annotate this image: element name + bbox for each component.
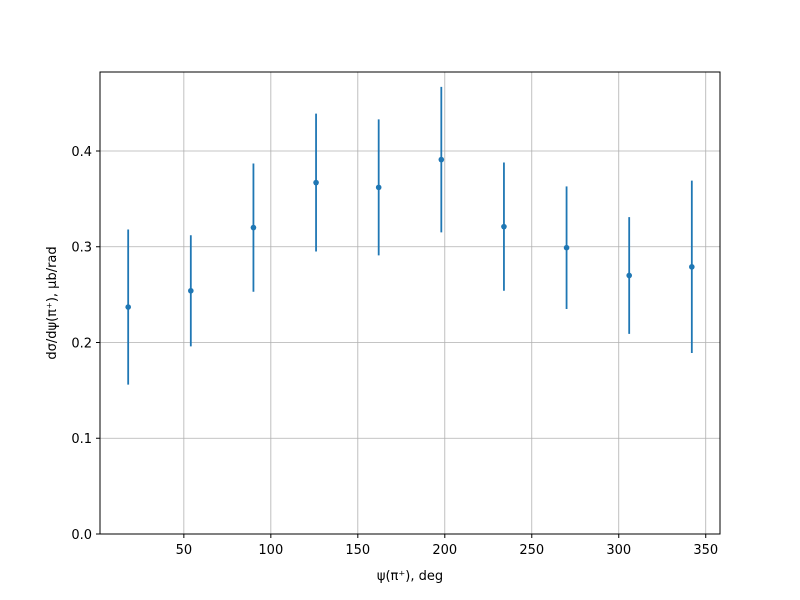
data-point	[626, 272, 632, 279]
plot-frame	[99, 71, 721, 535]
data-point	[125, 304, 131, 310]
data-point	[563, 244, 570, 251]
y-tick-label: 0.3	[71, 241, 92, 256]
y-tick-label: 0.1	[71, 432, 92, 447]
x-axis-label: ψ(π⁺), deg	[377, 569, 443, 584]
x-tick-label: 150	[345, 543, 370, 558]
data-point	[689, 264, 695, 270]
data-point	[250, 224, 257, 231]
x-tick-label: 300	[606, 543, 631, 558]
x-tick-label: 200	[432, 543, 457, 558]
data-point	[313, 179, 319, 186]
y-tick-label: 0.4	[71, 145, 92, 160]
data-point	[438, 156, 445, 163]
y-axis-label: dσ/dψ(π⁺), μb/rad	[45, 246, 60, 359]
x-tick-label: 350	[693, 543, 718, 558]
data-point	[501, 223, 507, 230]
x-tick-label: 100	[258, 543, 283, 558]
y-tick-label: 0.2	[71, 336, 92, 351]
x-tick-label: 50	[176, 543, 193, 558]
x-tick-label: 250	[519, 543, 544, 558]
data-point	[375, 184, 382, 191]
data-point	[188, 287, 194, 294]
y-tick-label: 0.0	[71, 528, 92, 543]
